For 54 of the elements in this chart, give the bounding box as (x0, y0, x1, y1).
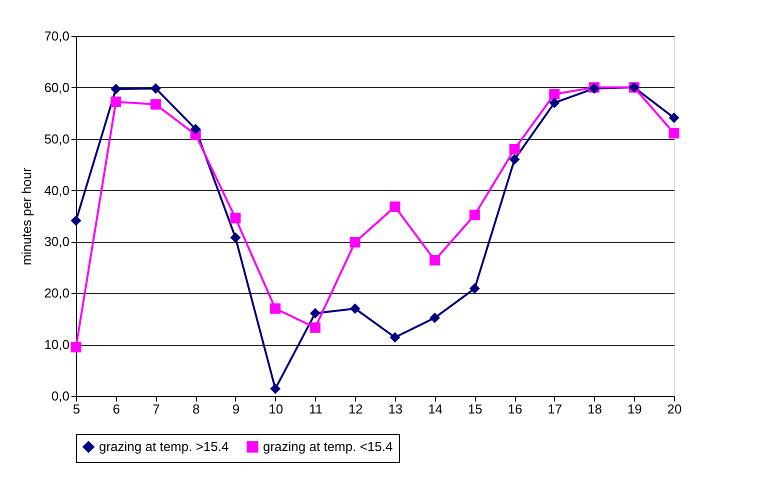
point (310, 322, 320, 333)
y-tick-label: 70,0 (44, 28, 70, 44)
point (110, 84, 122, 94)
y-tick-label: 30,0 (44, 234, 70, 250)
x-tick-label: 20 (667, 402, 682, 416)
point (270, 303, 281, 314)
legend-label: grazing at temp. <15.4 (263, 438, 393, 454)
y-tick-label: 50,0 (44, 131, 70, 146)
point (70, 342, 82, 352)
x-tick-label: 19 (627, 402, 642, 416)
point (668, 128, 680, 138)
x-tick-label: 16 (508, 402, 522, 416)
point (390, 332, 400, 343)
point (70, 215, 82, 226)
point (230, 212, 241, 224)
x-tick-label: 8 (192, 402, 200, 416)
y-tick-label: 40,0 (44, 182, 70, 198)
point (110, 96, 122, 108)
point (469, 210, 480, 220)
legend-label: grazing at temp. >15.4 (99, 438, 229, 454)
x-tick-label: 9 (232, 402, 240, 416)
y-tick-label: 60,0 (44, 80, 70, 95)
x-tick-label: 15 (468, 402, 482, 416)
x-tick-label: 11 (308, 402, 322, 416)
point (549, 88, 560, 100)
point (668, 112, 680, 124)
point (350, 236, 360, 248)
point (430, 254, 440, 266)
x-tick-label: 12 (348, 402, 363, 416)
point (390, 202, 400, 212)
point (190, 124, 201, 134)
y-tick-label: 0,0 (51, 388, 70, 404)
point (230, 232, 241, 243)
y-tick-label: 20,0 (44, 286, 70, 301)
x-tick-label: 10 (268, 402, 284, 416)
point (509, 144, 520, 154)
x-tick-label: 6 (112, 402, 120, 416)
x-tick-label: 5 (72, 402, 80, 416)
point (549, 98, 560, 108)
point (469, 283, 480, 294)
x-tick-label: 14 (428, 402, 443, 416)
x-tick-label: 13 (388, 402, 403, 416)
point (150, 83, 161, 94)
x-tick-label: 7 (152, 402, 160, 416)
x-tick-label: 17 (548, 402, 562, 416)
point (270, 384, 281, 394)
point (350, 303, 360, 314)
y-tick-label: 10,0 (44, 337, 70, 352)
point (310, 308, 320, 318)
point (430, 312, 440, 324)
point (509, 154, 520, 165)
point (150, 99, 161, 110)
y-axis-title: minutes per hour (19, 167, 34, 266)
x-tick-label: 18 (588, 402, 602, 416)
